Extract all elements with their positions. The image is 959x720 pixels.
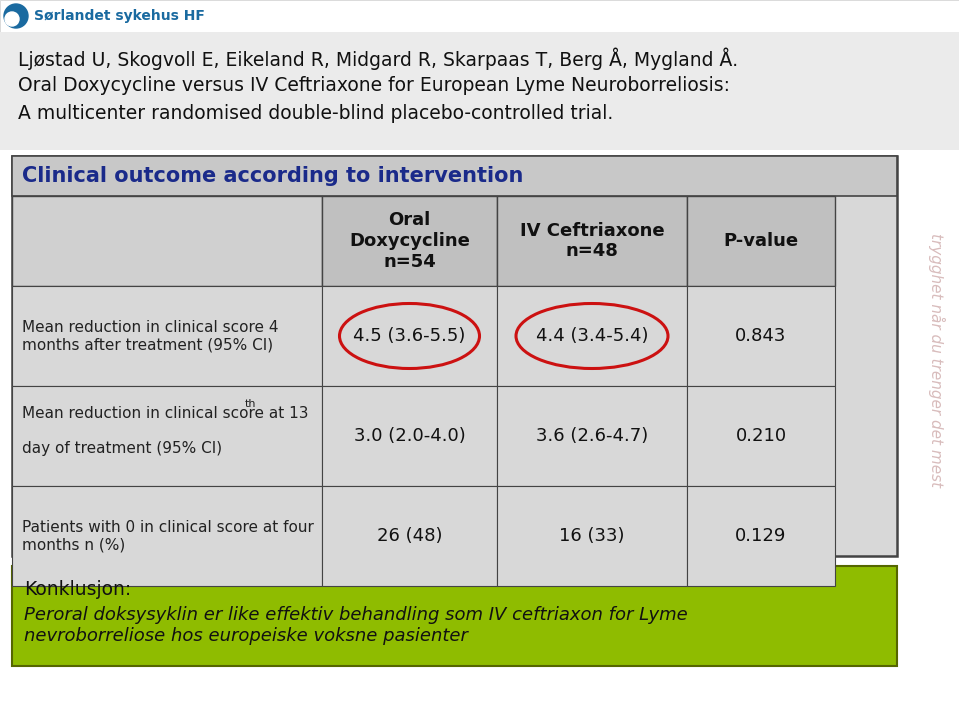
Text: 0.129: 0.129 bbox=[736, 527, 786, 545]
FancyBboxPatch shape bbox=[322, 386, 497, 486]
FancyBboxPatch shape bbox=[687, 286, 835, 386]
FancyBboxPatch shape bbox=[497, 386, 687, 486]
Circle shape bbox=[4, 4, 28, 28]
FancyBboxPatch shape bbox=[322, 286, 497, 386]
Text: Oral Doxycycline versus IV Ceftriaxone for European Lyme Neuroborreliosis:: Oral Doxycycline versus IV Ceftriaxone f… bbox=[18, 76, 730, 95]
FancyBboxPatch shape bbox=[687, 386, 835, 486]
FancyBboxPatch shape bbox=[12, 156, 897, 196]
Text: IV Ceftriaxone
n=48: IV Ceftriaxone n=48 bbox=[520, 222, 665, 261]
Text: 4.5 (3.6-5.5): 4.5 (3.6-5.5) bbox=[353, 327, 466, 345]
Text: 3.0 (2.0-4.0): 3.0 (2.0-4.0) bbox=[354, 427, 465, 445]
FancyBboxPatch shape bbox=[497, 286, 687, 386]
Text: 16 (33): 16 (33) bbox=[559, 527, 624, 545]
Circle shape bbox=[5, 12, 19, 26]
Text: Clinical outcome according to intervention: Clinical outcome according to interventi… bbox=[22, 166, 524, 186]
FancyBboxPatch shape bbox=[0, 32, 959, 150]
FancyBboxPatch shape bbox=[12, 286, 322, 386]
Text: 0.843: 0.843 bbox=[736, 327, 786, 345]
Text: Peroral doksysyklin er like effektiv behandling som IV ceftriaxon for Lyme
nevro: Peroral doksysyklin er like effektiv beh… bbox=[24, 606, 688, 645]
FancyBboxPatch shape bbox=[12, 486, 322, 586]
Text: Konklusjon:: Konklusjon: bbox=[24, 580, 131, 599]
Text: day of treatment (95% CI): day of treatment (95% CI) bbox=[22, 441, 222, 456]
Text: Ljøstad U, Skogvoll E, Eikeland R, Midgard R, Skarpaas T, Berg Å, Mygland Å.: Ljøstad U, Skogvoll E, Eikeland R, Midga… bbox=[18, 48, 738, 71]
Text: P-value: P-value bbox=[723, 232, 799, 250]
FancyBboxPatch shape bbox=[687, 486, 835, 586]
FancyBboxPatch shape bbox=[322, 196, 497, 286]
FancyBboxPatch shape bbox=[12, 566, 897, 666]
FancyBboxPatch shape bbox=[12, 386, 322, 486]
Text: Sørlandet sykehus HF: Sørlandet sykehus HF bbox=[34, 9, 205, 23]
Text: Mean reduction in clinical score at 13: Mean reduction in clinical score at 13 bbox=[22, 407, 309, 421]
Text: Mean reduction in clinical score 4
months after treatment (95% CI): Mean reduction in clinical score 4 month… bbox=[22, 320, 278, 352]
FancyBboxPatch shape bbox=[497, 486, 687, 586]
Text: 0.210: 0.210 bbox=[736, 427, 786, 445]
Text: th: th bbox=[245, 399, 256, 409]
Text: 4.4 (3.4-5.4): 4.4 (3.4-5.4) bbox=[536, 327, 648, 345]
Text: 26 (48): 26 (48) bbox=[377, 527, 442, 545]
FancyBboxPatch shape bbox=[0, 0, 959, 32]
FancyBboxPatch shape bbox=[497, 196, 687, 286]
FancyBboxPatch shape bbox=[687, 196, 835, 286]
Text: trygghet når du trenger det mest: trygghet når du trenger det mest bbox=[928, 233, 946, 487]
FancyBboxPatch shape bbox=[12, 156, 897, 556]
Text: A multicenter randomised double-blind placebo-controlled trial.: A multicenter randomised double-blind pl… bbox=[18, 104, 613, 123]
Text: Patients with 0 in clinical score at four
months n (%): Patients with 0 in clinical score at fou… bbox=[22, 520, 314, 552]
FancyBboxPatch shape bbox=[322, 486, 497, 586]
FancyBboxPatch shape bbox=[12, 196, 322, 286]
Text: 3.6 (2.6-4.7): 3.6 (2.6-4.7) bbox=[536, 427, 648, 445]
Text: Oral
Doxycycline
n=54: Oral Doxycycline n=54 bbox=[349, 211, 470, 271]
